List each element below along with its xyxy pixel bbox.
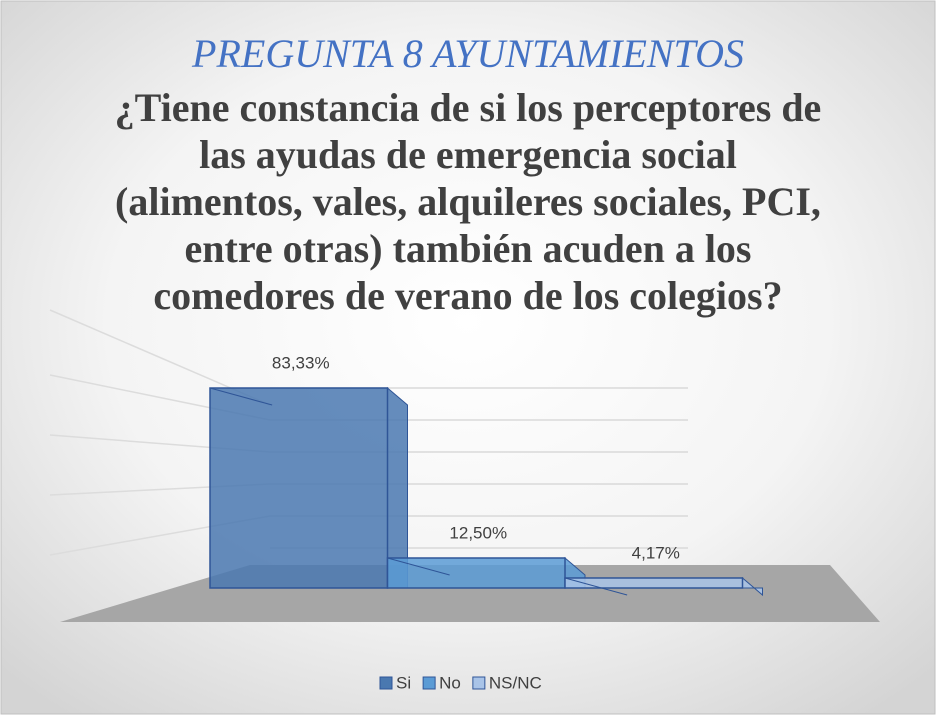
bar-depth-edge — [387, 557, 450, 576]
legend-label: Si — [396, 673, 411, 692]
bar-depth-edge — [564, 577, 628, 596]
legend-swatch — [422, 676, 436, 690]
chart-subtitle: ¿Tiene constancia de si los perceptores … — [114, 85, 822, 318]
legend-label: No — [439, 673, 461, 692]
legend-swatch — [379, 676, 393, 690]
legend-label: NS/NC — [489, 673, 542, 692]
value-label: 4,17% — [632, 543, 680, 562]
bar — [386, 557, 566, 589]
bar — [564, 577, 744, 589]
value-label: 12,50% — [449, 523, 507, 542]
value-label: 83,33% — [272, 353, 330, 372]
bar — [209, 387, 389, 589]
legend-swatch — [472, 676, 486, 690]
bar-depth-edge — [209, 387, 273, 406]
chart-title: PREGUNTA 8 AYUNTAMIENTOS — [192, 31, 744, 76]
